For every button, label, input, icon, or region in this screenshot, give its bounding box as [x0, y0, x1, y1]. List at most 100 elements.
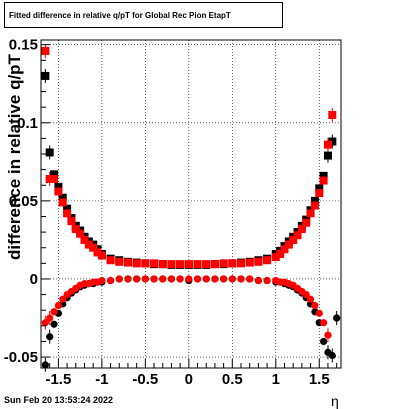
- data-point-square: [115, 257, 124, 266]
- data-point-square: [280, 245, 289, 254]
- data-point-circle: [220, 275, 228, 283]
- data-point-square: [310, 196, 319, 205]
- title-box: Fitted difference in relative q/pT for G…: [4, 2, 283, 28]
- data-point-square: [284, 240, 293, 249]
- data-point-square: [219, 259, 228, 268]
- data-point-square: [237, 259, 245, 268]
- data-point-square: [50, 175, 59, 184]
- data-point-circle: [54, 301, 62, 310]
- x-tick-label: -1: [95, 371, 108, 388]
- chart-title: Fitted difference in relative q/pT for G…: [9, 10, 231, 20]
- data-point-square: [302, 218, 311, 227]
- x-axis-label: η: [331, 393, 339, 409]
- y-tick-label: 0.05: [9, 193, 38, 210]
- data-point-square: [254, 257, 263, 266]
- data-point-circle: [246, 275, 254, 283]
- data-point-square: [132, 259, 141, 268]
- x-tick-label: -0.5: [132, 371, 158, 388]
- data-point-square: [71, 224, 80, 233]
- data-point-circle: [106, 276, 115, 285]
- data-point-circle: [46, 314, 54, 322]
- data-point-circle: [41, 361, 49, 369]
- x-tick-label: 1.5: [309, 371, 330, 388]
- data-point-square: [210, 260, 219, 269]
- data-point-square: [319, 171, 328, 180]
- data-point-square: [89, 243, 98, 252]
- plot-frame: [40, 39, 342, 369]
- y-tick-label: 0.15: [9, 37, 38, 54]
- data-point-square: [315, 184, 324, 193]
- data-point-circle: [311, 301, 319, 310]
- data-point-square: [228, 259, 237, 268]
- data-point-square: [328, 137, 337, 146]
- data-point-circle: [237, 275, 245, 283]
- data-point-circle: [306, 295, 315, 303]
- data-point-circle: [263, 276, 271, 285]
- data-point-square: [63, 204, 72, 213]
- data-point-square: [263, 256, 272, 265]
- data-point-circle: [320, 319, 328, 327]
- data-point-square: [323, 140, 332, 149]
- data-point-square: [315, 189, 324, 198]
- data-point-circle: [98, 276, 106, 285]
- data-point-square: [141, 259, 150, 268]
- data-point-circle: [115, 275, 123, 283]
- data-point-square: [80, 235, 89, 244]
- data-point-square: [106, 256, 115, 265]
- data-point-square: [63, 209, 72, 218]
- data-point-square: [45, 175, 54, 184]
- data-point-square: [150, 259, 159, 268]
- data-point-circle: [320, 337, 328, 346]
- data-point-square: [97, 251, 106, 260]
- marks-layer: [41, 43, 341, 372]
- data-point-square: [45, 148, 54, 157]
- y-axis-label: difference in relative q/pT: [5, 53, 24, 260]
- data-point-circle: [150, 275, 158, 283]
- data-point-circle: [50, 320, 58, 328]
- data-point-square: [245, 258, 254, 267]
- data-point-circle: [211, 275, 219, 283]
- data-point-square: [276, 249, 285, 258]
- data-point-circle: [228, 275, 236, 283]
- data-point-square: [184, 260, 193, 269]
- x-tick-label: 1: [272, 371, 280, 388]
- data-point-circle: [176, 275, 184, 283]
- data-point-circle: [59, 295, 67, 303]
- data-point-circle: [141, 275, 149, 283]
- data-point-square: [293, 231, 302, 240]
- data-point-square: [58, 193, 67, 202]
- data-point-square: [289, 235, 298, 244]
- data-point-square: [328, 110, 337, 119]
- data-point-circle: [324, 331, 332, 339]
- data-point-circle: [315, 309, 323, 317]
- y-tick-label: 0: [30, 271, 38, 288]
- data-point-square: [67, 217, 76, 226]
- grid-layer: [41, 40, 341, 368]
- data-point-square: [323, 151, 332, 160]
- data-point-square: [84, 240, 93, 249]
- data-point-circle: [302, 290, 310, 299]
- data-point-square: [176, 260, 185, 269]
- axes-layer: -1.5 -1 -0.5 0 0.5 1 1.5 -0.05 0 0.05 0.1 0.15: [4, 37, 338, 388]
- data-point-square: [306, 209, 315, 218]
- data-point-square: [54, 187, 63, 196]
- data-point-square: [54, 182, 63, 191]
- data-point-circle: [46, 333, 54, 341]
- x-tick-label: 0.5: [222, 371, 243, 388]
- data-point-square: [50, 170, 59, 179]
- data-point-circle: [124, 275, 132, 283]
- data-point-square: [310, 201, 319, 210]
- data-point-square: [123, 258, 132, 267]
- data-point-square: [158, 260, 167, 269]
- x-tick-label: 0: [185, 371, 193, 388]
- timestamp: Sun Feb 20 13:53:24 2022: [4, 395, 114, 405]
- data-point-circle: [202, 275, 210, 283]
- y-tick-label: -0.05: [4, 349, 38, 366]
- data-point-square: [193, 260, 202, 269]
- data-point-circle: [133, 275, 141, 283]
- data-point-circle: [333, 314, 341, 322]
- x-tick-label: -1.5: [45, 371, 71, 388]
- data-point-circle: [41, 319, 49, 327]
- data-point-circle: [159, 275, 167, 283]
